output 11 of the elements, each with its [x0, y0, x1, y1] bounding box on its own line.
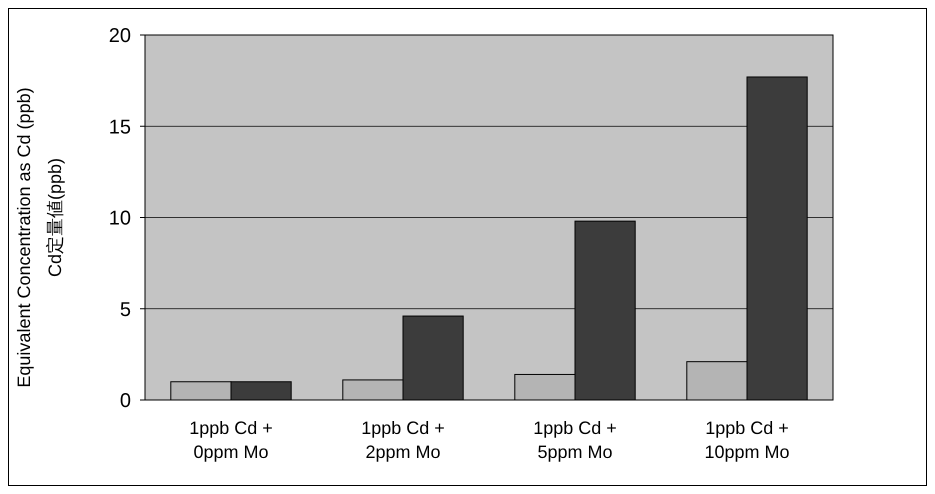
y-tick-label: 0 — [120, 390, 131, 412]
x-tick-label: 1ppb Cd + 5ppm Mo — [533, 418, 617, 462]
text: Equivalent Concentration as Cd (ppb) — [14, 87, 34, 388]
y-axis-title: Cd定量値(ppb) — [45, 158, 65, 278]
x-tick-label: 1ppb Cd + 2ppm Mo — [361, 418, 445, 462]
y-tick-label: 5 — [120, 298, 131, 321]
y-tick-label: 15 — [108, 116, 131, 138]
x-tick-label: 1ppb Cd + 10ppm Mo — [704, 418, 790, 462]
x-tick-label: 1ppb Cd + 0ppm Mo — [189, 418, 273, 462]
y-tick-label: 20 — [108, 25, 131, 47]
y-tick-label: 10 — [108, 208, 131, 230]
